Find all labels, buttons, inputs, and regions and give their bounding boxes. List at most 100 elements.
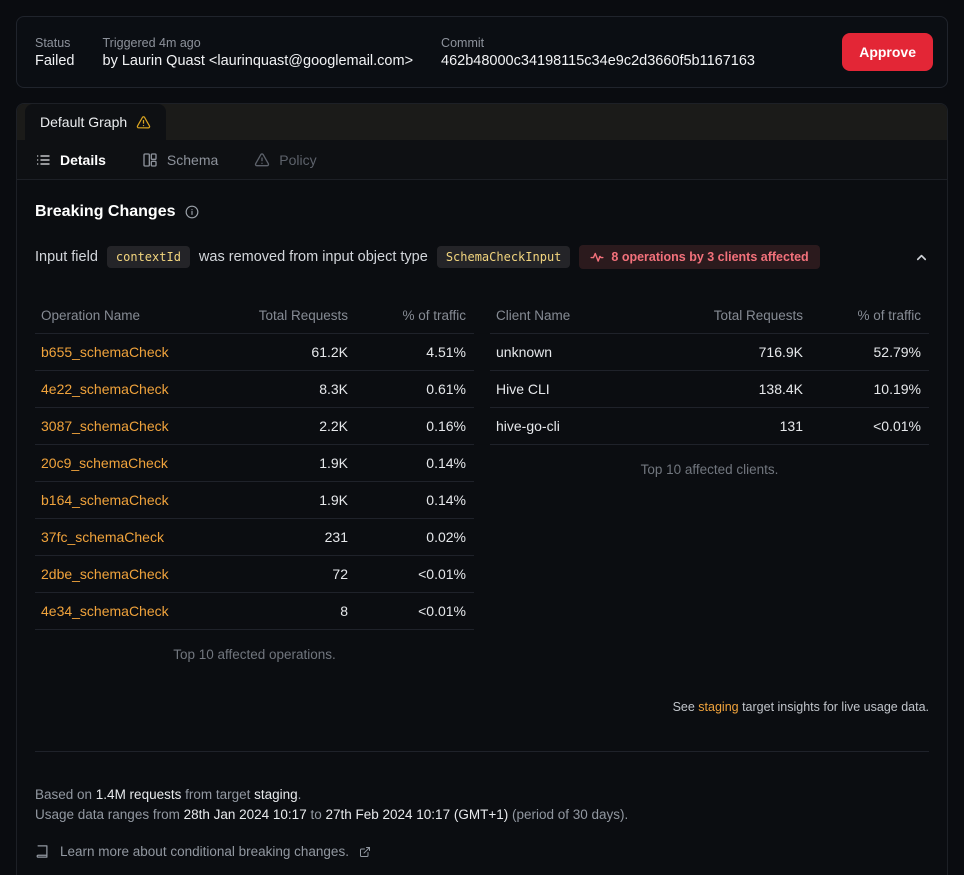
insights-note-prefix: See: [672, 700, 699, 714]
operation-link[interactable]: 3087_schemaCheck: [41, 418, 169, 434]
list-icon: [35, 152, 51, 168]
traffic-value: 0.16%: [426, 418, 466, 434]
tab-policy[interactable]: Policy: [254, 151, 317, 168]
warning-triangle-icon: [254, 152, 270, 168]
traffic-value: 0.61%: [426, 381, 466, 397]
traffic-value: 10.19%: [873, 381, 921, 397]
operation-link[interactable]: 37fc_schemaCheck: [41, 529, 164, 545]
traffic-value: <0.01%: [873, 418, 921, 434]
operation-link[interactable]: 20c9_schemaCheck: [41, 455, 168, 471]
column-header: Client Name: [496, 307, 571, 323]
chevron-up-icon[interactable]: [914, 250, 929, 265]
breaking-changes-title: Breaking Changes: [35, 203, 176, 220]
text: (period of 30 days).: [508, 807, 629, 822]
table-row: unknown 716.9K 52.79%: [490, 333, 929, 370]
pulse-icon: [590, 250, 604, 264]
usage-summary-line1: Based on 1.4M requests from target stagi…: [35, 785, 929, 805]
triggered-author: by Laurin Quast <laurinquast@googlemail.…: [102, 52, 414, 69]
column-header: Total Requests: [713, 307, 803, 323]
text: from target: [181, 787, 255, 802]
requests-value: 8.3K: [319, 381, 348, 397]
triggered-label: Triggered 4m ago: [102, 35, 201, 50]
operation-link[interactable]: 2dbe_schemaCheck: [41, 566, 169, 582]
operation-link[interactable]: 4e34_schemaCheck: [41, 603, 169, 619]
traffic-value: 0.14%: [426, 492, 466, 508]
text: to: [306, 807, 326, 822]
requests-value: 716.9K: [758, 344, 803, 360]
warning-triangle-icon: [136, 115, 151, 130]
breaking-change-row[interactable]: Input field contextId was removed from i…: [35, 245, 929, 269]
operations-table: Operation Name Total Requests % of traff…: [35, 297, 474, 662]
type-code-badge: SchemaCheckInput: [436, 246, 571, 268]
learn-more-link[interactable]: Learn more about conditional breaking ch…: [35, 844, 371, 859]
clients-table: Client Name Total Requests % of traffic …: [490, 297, 929, 477]
operation-link[interactable]: 4e22_schemaCheck: [41, 381, 169, 397]
status-group: Status Failed: [35, 36, 75, 69]
staging-target-link[interactable]: staging: [698, 700, 739, 714]
table-row: 4e34_schemaCheck 8 <0.01%: [35, 592, 474, 629]
operation-link[interactable]: b655_schemaCheck: [41, 344, 169, 360]
clients-table-caption: Top 10 affected clients.: [490, 444, 929, 477]
date-to: 27th Feb 2024 10:17 (GMT+1): [325, 807, 509, 822]
requests-value: 1.9K: [319, 455, 348, 471]
text: Usage data ranges from: [35, 807, 184, 822]
requests-value: 231: [324, 529, 348, 545]
insights-note-suffix: target insights for live usage data.: [738, 700, 929, 714]
requests-value: 8: [340, 603, 348, 619]
target-name: staging: [254, 787, 298, 802]
field-code-badge: contextId: [106, 246, 190, 268]
traffic-value: 52.79%: [873, 344, 921, 360]
traffic-value: 4.51%: [426, 344, 466, 360]
change-middle: was removed from input object type: [198, 249, 428, 265]
section-divider: [35, 751, 929, 752]
requests-value: 2.2K: [319, 418, 348, 434]
affected-badge-label: 8 operations by 3 clients affected: [611, 250, 809, 264]
approve-button[interactable]: Approve: [842, 33, 933, 71]
tab-default-graph[interactable]: Default Graph: [25, 104, 167, 140]
status-label: Status: [35, 35, 71, 50]
triggered-group: Triggered 4m ago by Laurin Quast <laurin…: [103, 36, 414, 69]
table-row: 3087_schemaCheck 2.2K 0.16%: [35, 407, 474, 444]
info-icon[interactable]: [185, 205, 199, 219]
requests-value: 131: [779, 418, 803, 434]
schema-check-panel: Default Graph Details: [16, 103, 948, 875]
tab-schema[interactable]: Schema: [142, 152, 218, 168]
table-row: 37fc_schemaCheck 231 0.02%: [35, 518, 474, 555]
traffic-value: 0.02%: [426, 529, 466, 545]
tab-policy-label: Policy: [279, 151, 317, 168]
table-row: 2dbe_schemaCheck 72 <0.01%: [35, 555, 474, 592]
book-icon: [35, 844, 50, 859]
commit-label: Commit: [441, 35, 485, 50]
commit-group: Commit 462b48000c34198115c34e9c2d3660f5b…: [441, 36, 755, 69]
operation-link[interactable]: b164_schemaCheck: [41, 492, 169, 508]
client-name: hive-go-cli: [496, 418, 560, 434]
check-subtabs: Details Schema Policy: [17, 140, 947, 180]
column-header: Total Requests: [258, 307, 348, 323]
table-row: 4e22_schemaCheck 8.3K 0.61%: [35, 370, 474, 407]
column-header: % of traffic: [857, 307, 921, 323]
commit-hash: 462b48000c34198115c34e9c2d3660f5b1167163: [441, 52, 755, 69]
column-header: Operation Name: [41, 307, 141, 323]
tab-details[interactable]: Details: [35, 152, 106, 168]
requests-value: 72: [332, 566, 348, 582]
table-row: 20c9_schemaCheck 1.9K 0.14%: [35, 444, 474, 481]
table-row: b655_schemaCheck 61.2K 4.51%: [35, 333, 474, 370]
text: .: [297, 787, 302, 802]
request-count: 1.4M requests: [95, 787, 182, 802]
table-row: b164_schemaCheck 1.9K 0.14%: [35, 481, 474, 518]
learn-more-label: Learn more about conditional breaking ch…: [60, 844, 349, 859]
column-header: % of traffic: [402, 307, 466, 323]
table-row: Hive CLI 138.4K 10.19%: [490, 370, 929, 407]
table-row: hive-go-cli 131 <0.01%: [490, 407, 929, 444]
usage-summary: Based on 1.4M requests from target stagi…: [35, 785, 929, 825]
requests-value: 138.4K: [758, 381, 803, 397]
change-prefix: Input field: [35, 249, 98, 265]
clients-table-header: Client Name Total Requests % of traffic: [490, 297, 929, 333]
text: Based on: [35, 787, 96, 802]
affected-operations-badge: 8 operations by 3 clients affected: [579, 245, 820, 269]
date-from: 28th Jan 2024 10:17: [183, 807, 307, 822]
traffic-value: <0.01%: [418, 566, 466, 582]
check-summary-card: Status Failed Triggered 4m ago by Laurin…: [16, 16, 948, 88]
client-name: unknown: [496, 344, 553, 360]
schema-icon: [142, 152, 158, 168]
